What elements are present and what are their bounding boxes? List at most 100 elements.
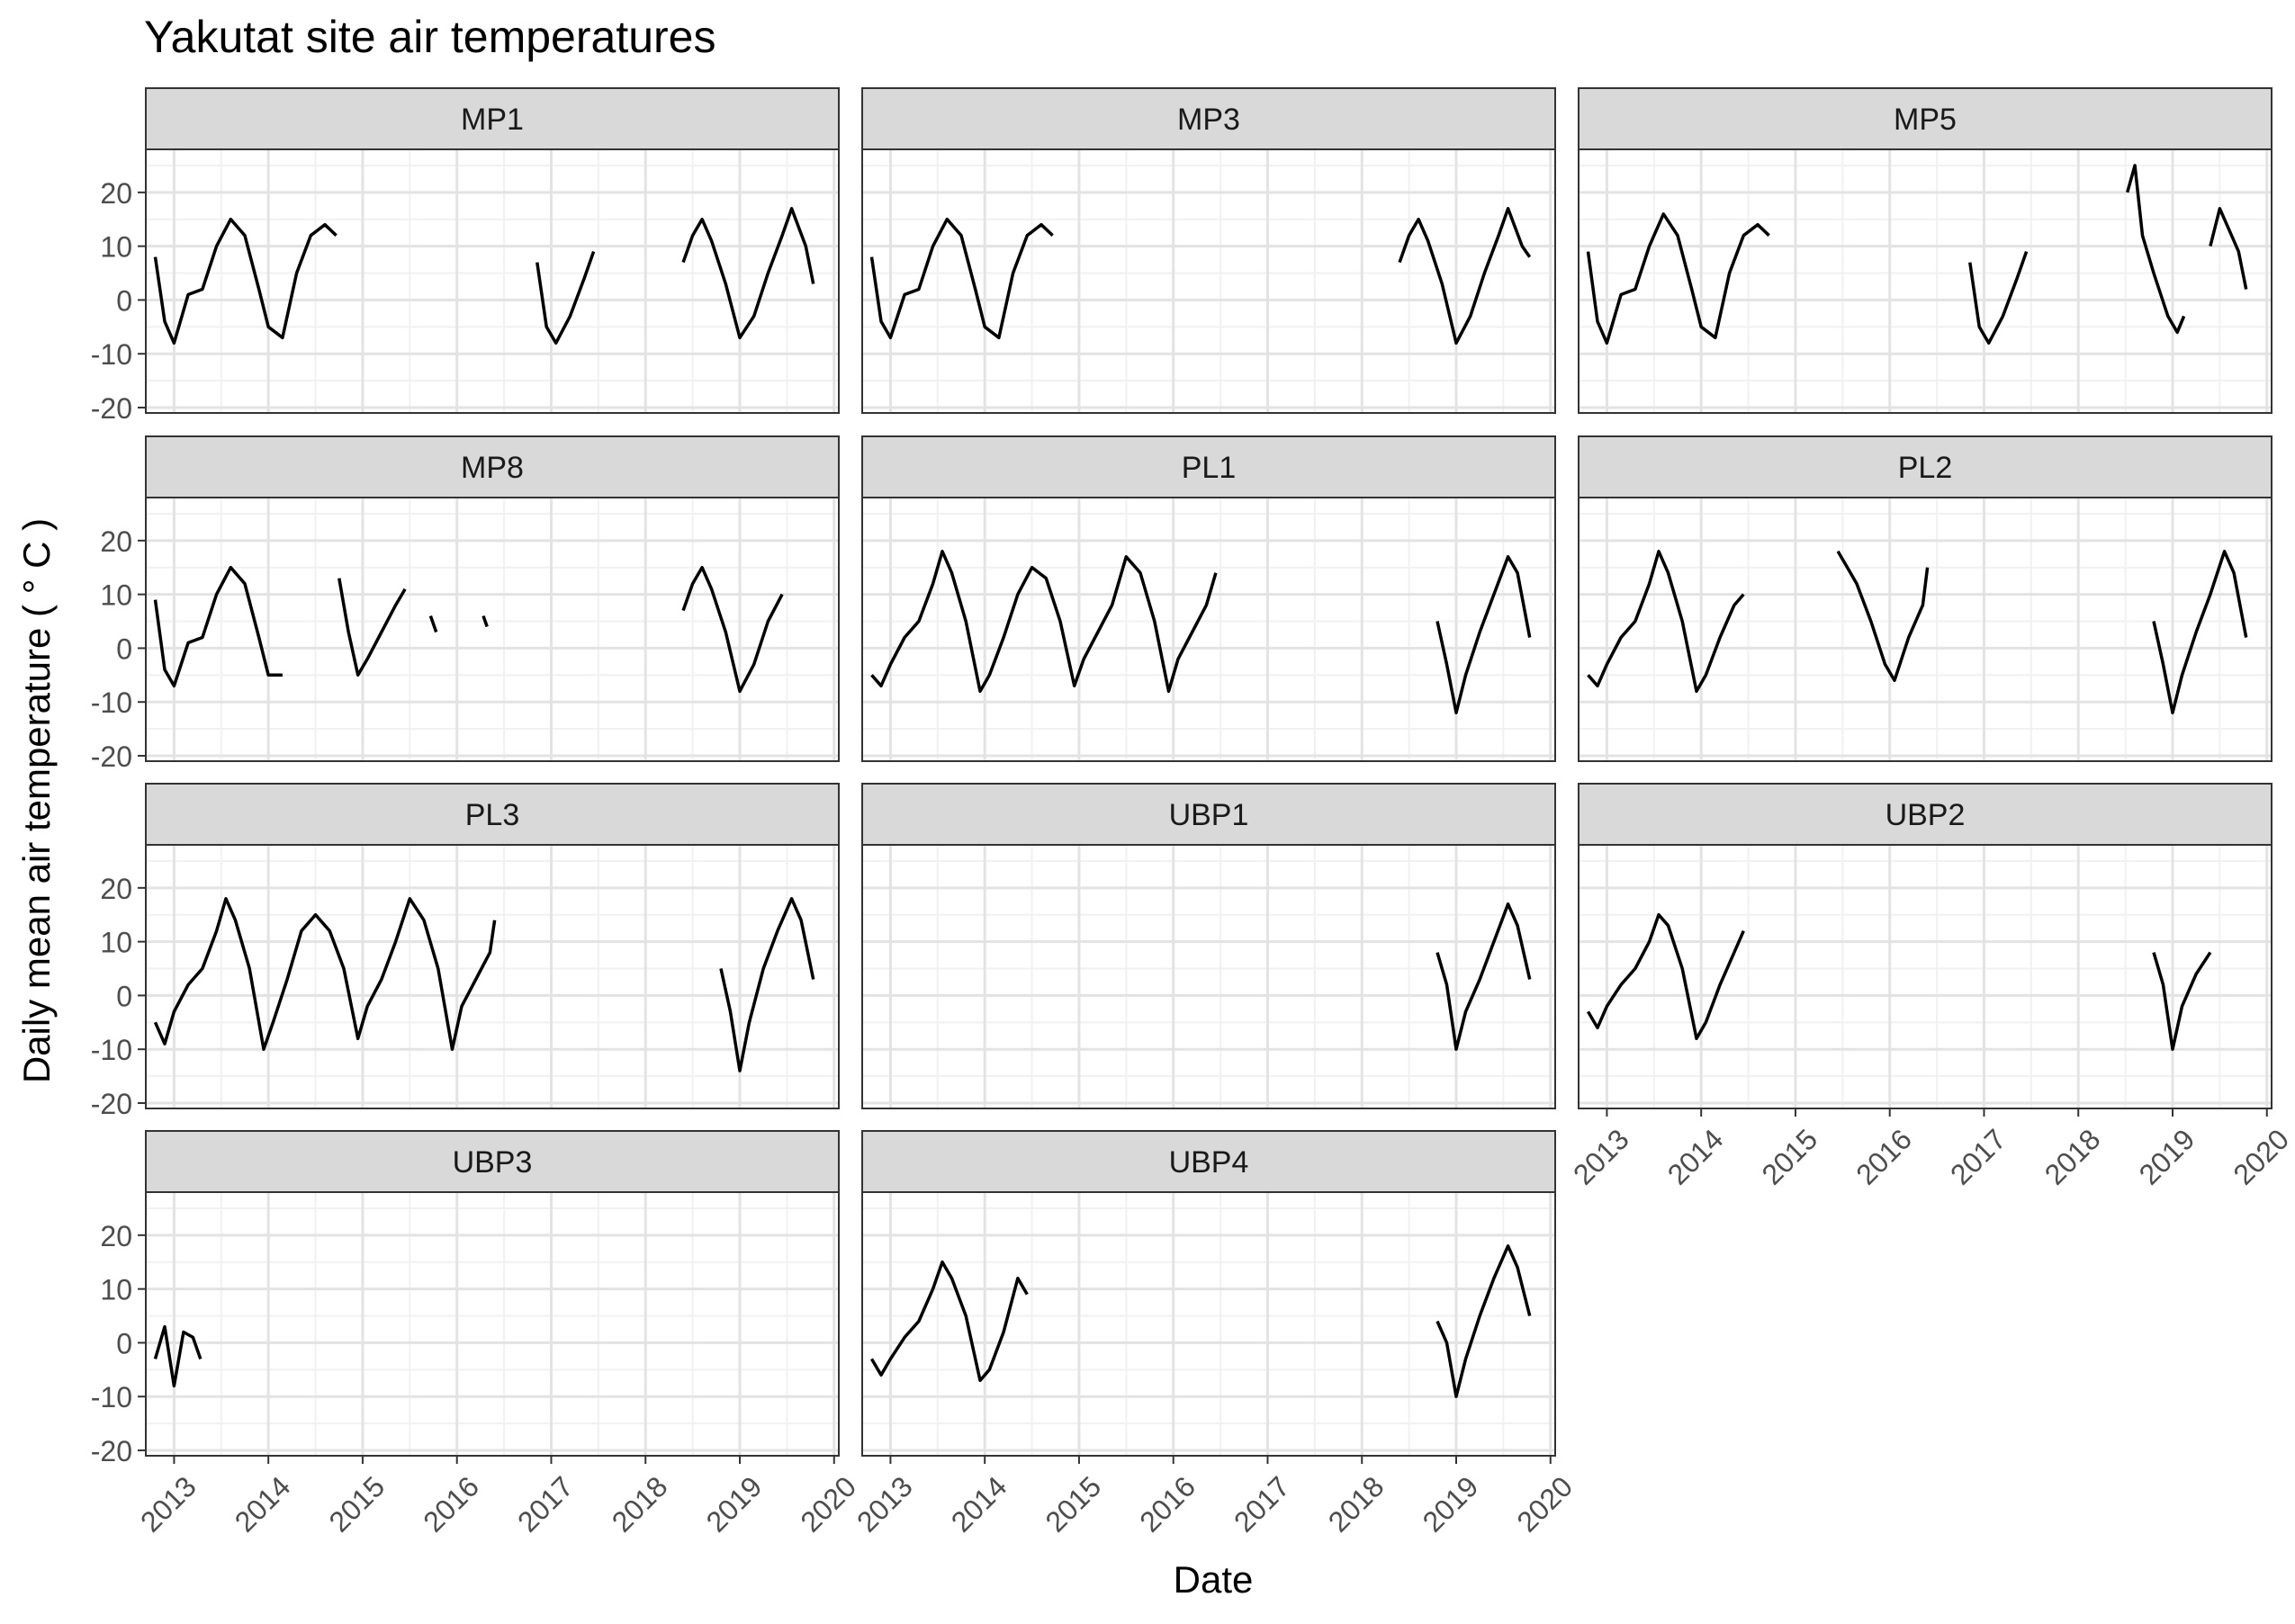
- x-tick-label: 2018: [606, 1470, 674, 1539]
- series-line-pl1-seg1: [870, 550, 1218, 694]
- facet-strip: [861, 1130, 1556, 1193]
- facet-strip-label: MP1: [461, 103, 524, 137]
- y-tick-label: -10: [91, 1034, 132, 1066]
- series-line-mp1-seg1: [153, 217, 338, 345]
- x-tick-label: 2017: [511, 1470, 580, 1539]
- x-tick-label: 2020: [2227, 1123, 2295, 1191]
- series-line-pl3-seg1: [153, 897, 497, 1051]
- y-tick-label: 10: [100, 927, 132, 959]
- plot-background: [862, 149, 1555, 413]
- y-tick-label: 10: [100, 579, 132, 612]
- plot-background: [1579, 149, 2272, 413]
- facet-panel-mp8: MP8 -20 -10 0 10 20: [91, 435, 840, 773]
- x-tick-label: 2020: [794, 1470, 862, 1539]
- series-line-mp1-seg3: [681, 207, 815, 340]
- x-tick-label: 2019: [700, 1470, 769, 1539]
- series-line-mp1-seg2: [536, 251, 596, 345]
- y-tick-label: -20: [91, 740, 132, 773]
- facet-panel-ubp2: UBP2 2013 2014 2015 2016 2017 2018 2019 2020: [1567, 783, 2295, 1191]
- facet-strip-label: MP5: [1894, 103, 1957, 137]
- x-tick-label: 2013: [1567, 1123, 1635, 1191]
- series-line-mp8-seg3: [428, 615, 438, 633]
- facet-strip: [1578, 87, 2272, 150]
- facet-panel-ubp4: UBP4 2013 2014 2015 2016 2017 2018 2019 2020: [850, 1130, 1579, 1539]
- facet-strip: [145, 435, 840, 498]
- plot-background: [146, 149, 839, 413]
- facet-strip-label: UBP1: [1169, 798, 1249, 832]
- plot-background: [862, 845, 1555, 1108]
- x-tick-label: 2014: [1661, 1123, 1730, 1191]
- series-line-mp8-seg5: [681, 565, 784, 694]
- facet-strip-label: UBP2: [1886, 798, 1966, 832]
- facet-panel-pl2: PL2: [1578, 435, 2272, 762]
- y-tick-label: 0: [116, 980, 132, 1012]
- series-line-pl2-seg2: [1836, 550, 1930, 683]
- x-tick-label: 2015: [1040, 1470, 1108, 1539]
- facet-strip: [145, 87, 840, 150]
- series-line-pl3-seg2: [719, 897, 815, 1072]
- facet-panel-mp3: MP3: [861, 87, 1556, 414]
- facet-strip-label: UBP4: [1169, 1145, 1249, 1180]
- facet-strip-label: MP8: [461, 451, 524, 485]
- x-tick-label: 2014: [945, 1470, 1013, 1539]
- chart-title: Yakutat site air temperatures: [144, 12, 716, 62]
- series-line-ubp4-seg1: [869, 1260, 1029, 1383]
- y-tick-label: 10: [100, 1274, 132, 1306]
- x-tick-label: 2016: [1133, 1470, 1202, 1539]
- x-tick-label: 2015: [323, 1470, 392, 1539]
- series-line-mp8-seg1: [153, 565, 283, 688]
- y-tick-label: -10: [91, 338, 132, 371]
- y-tick-label: 0: [116, 284, 132, 317]
- facet-strip: [861, 435, 1556, 498]
- series-line-ubp3-seg1: [153, 1324, 202, 1388]
- facet-panel-ubp1: UBP1: [861, 783, 1556, 1109]
- y-tick-label: -10: [91, 1381, 132, 1413]
- series-line-mp5-seg2: [1968, 251, 2029, 345]
- series-line-mp3-seg2: [1398, 207, 1532, 345]
- facet-panel-pl3: PL3 -20 -10 0 10 20: [91, 783, 840, 1120]
- facet-strip: [145, 1130, 840, 1193]
- facet-panel-pl1: PL1: [861, 435, 1556, 762]
- series-line-mp5-seg4: [2209, 207, 2248, 290]
- facet-strip-label: MP3: [1177, 103, 1240, 137]
- x-tick-label: 2020: [1510, 1470, 1579, 1539]
- y-tick-label: -20: [91, 392, 132, 425]
- facet-strip-label: PL3: [465, 798, 520, 832]
- x-axis-label: Date: [1174, 1558, 1254, 1601]
- facet-strip: [1578, 783, 2272, 846]
- y-tick-label: 0: [116, 1327, 132, 1359]
- y-tick-label: 20: [100, 177, 132, 210]
- series-line-mp5-seg3: [2126, 164, 2186, 335]
- x-tick-label: 2017: [1944, 1123, 2012, 1191]
- x-tick-label: 2013: [134, 1470, 202, 1539]
- facet-panel-mp5: MP5: [1578, 87, 2272, 414]
- x-tick-label: 2013: [850, 1470, 919, 1539]
- facet-panel-ubp3: UBP3 -20 -10 0 10 20 2013 2014 2015 2016 2017 2018 2…: [91, 1130, 862, 1539]
- series-line-mp8-seg2: [338, 578, 407, 677]
- y-tick-label: 10: [100, 231, 132, 264]
- series-line-pl1-seg2: [1436, 555, 1532, 714]
- plot-background: [146, 1192, 839, 1456]
- series-line-ubp1-seg1: [1436, 902, 1532, 1051]
- plot-background: [146, 498, 839, 761]
- facet-strip: [145, 783, 840, 846]
- facet-strip-label: UBP3: [453, 1145, 533, 1180]
- series-line-mp3-seg1: [869, 217, 1054, 340]
- x-tick-label: 2016: [1850, 1123, 1918, 1191]
- y-tick-label: 20: [100, 525, 132, 558]
- x-tick-label: 2019: [2133, 1123, 2201, 1191]
- y-tick-label: -10: [91, 686, 132, 719]
- series-line-mp5-seg1: [1586, 212, 1770, 345]
- x-tick-label: 2016: [417, 1470, 485, 1539]
- y-axis-label: Daily mean air temperature ( ° C ): [15, 518, 58, 1083]
- facet-strip-label: PL1: [1182, 451, 1237, 485]
- series-line-mp8-seg4: [482, 615, 489, 628]
- x-tick-label: 2018: [2038, 1123, 2107, 1191]
- x-tick-label: 2019: [1417, 1470, 1485, 1539]
- x-tick-label: 2015: [1756, 1123, 1824, 1191]
- facet-panel-mp1: MP1 -20 -10 0 10 20: [91, 87, 840, 425]
- x-tick-label: 2017: [1228, 1470, 1296, 1539]
- panels-layer: MP1 -20 -10 0 10 20 MP3 MP5 MP8 -20 -10 0 10 20 PL1 PL2…: [91, 87, 2295, 1539]
